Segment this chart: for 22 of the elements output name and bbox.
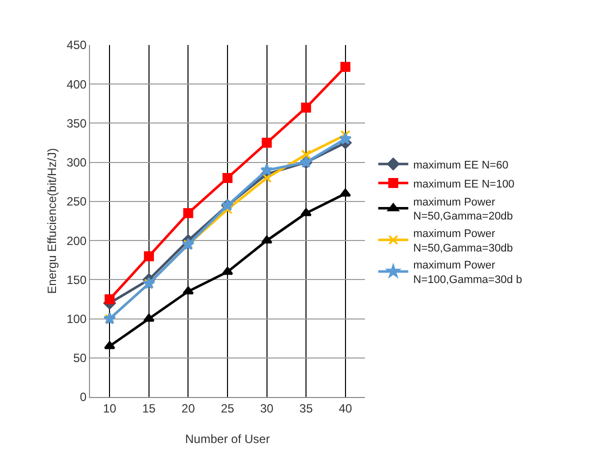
y-tick-label: 350: [66, 116, 87, 130]
y-tick-label: 100: [66, 312, 87, 326]
x-tick-label: 40: [338, 401, 352, 416]
x-tick-label: 30: [260, 401, 274, 416]
x-tick-label: 20: [182, 401, 196, 416]
y-axis-title: Energu Effucience(bit/Hz/J): [45, 148, 59, 294]
x-tick-label: 35: [299, 401, 314, 416]
legend-label: maximum EE N=100: [413, 178, 514, 190]
x-tick-label: 15: [142, 401, 156, 416]
y-tick-label: 150: [66, 272, 87, 287]
x-tick-label: 10: [102, 401, 117, 416]
y-tick-label: 450: [66, 38, 87, 52]
x-axis-title: Number of User: [185, 432, 270, 446]
y-tick-label: 200: [66, 234, 87, 248]
y-tick-label: 250: [66, 194, 87, 209]
legend-label: maximum Power N=100,Gamma=30d b: [413, 260, 522, 286]
x-tick-label: 25: [220, 401, 234, 416]
y-tick-label: 50: [73, 351, 87, 366]
legend-label: maximum EE N=60: [413, 159, 508, 172]
y-tick-label: 300: [66, 156, 87, 170]
y-tick-label: 0: [80, 390, 87, 404]
y-tick-label: 400: [66, 77, 87, 92]
